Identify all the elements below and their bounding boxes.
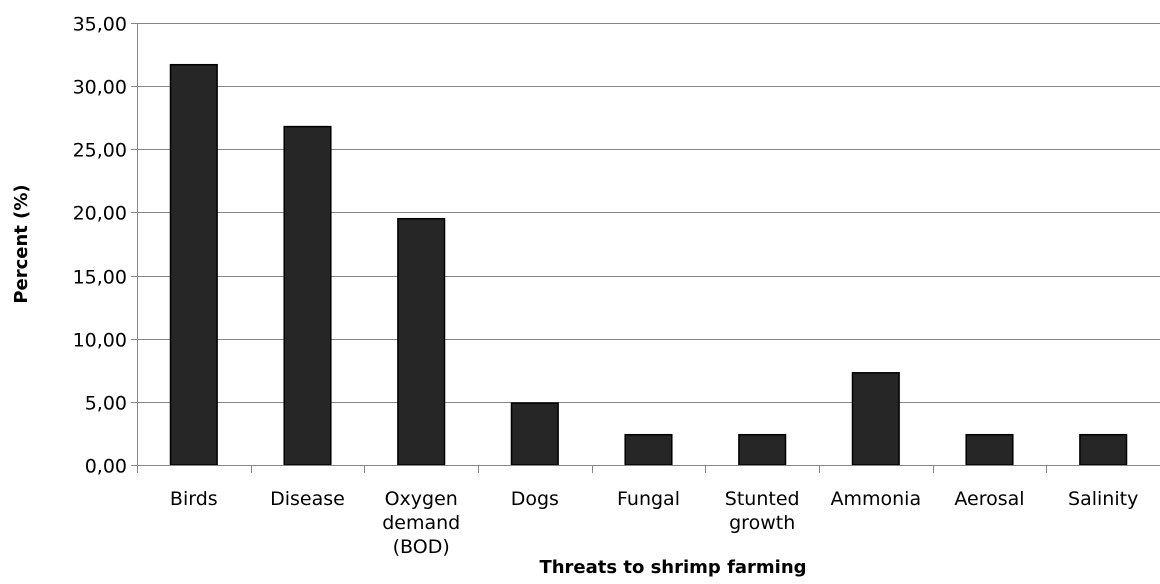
bar: [169, 63, 218, 466]
y-tick-label: 5,00: [85, 393, 127, 415]
x-tick-label: Birds: [170, 488, 218, 510]
bars: [169, 63, 1128, 466]
bar: [965, 433, 1014, 466]
y-axis-title: Percent (%): [11, 184, 32, 303]
y-tick-label: 20,00: [73, 203, 127, 225]
x-tick-label: Fungal: [617, 488, 680, 510]
y-tick-label: 15,00: [73, 267, 127, 289]
x-tick-label: Oxygen demand (BOD): [382, 488, 460, 558]
y-tick-label: 25,00: [73, 140, 127, 162]
bar: [851, 372, 900, 466]
x-tick-label: Ammonia: [830, 488, 921, 510]
axes: [131, 23, 1160, 473]
y-tick-label: 35,00: [73, 14, 127, 36]
x-tick-label: Aerosal: [954, 488, 1024, 510]
bar: [283, 125, 332, 466]
x-tick-label: Stunted growth: [725, 488, 800, 534]
bar: [1079, 433, 1128, 466]
y-tick-label: 0,00: [85, 456, 127, 478]
y-tick-label: 30,00: [73, 77, 127, 99]
x-axis-title: Threats to shrimp farming: [539, 557, 806, 578]
labels: 0,00 5,00 10,00 15,00 20,00 25,00 30,00 35,00 Bi…: [73, 14, 1139, 559]
bar: [738, 433, 787, 466]
x-tick-label: Dogs: [511, 488, 559, 510]
bar: [397, 217, 446, 466]
bar: [624, 433, 673, 466]
bar: [510, 402, 559, 466]
x-tick-label: Salinity: [1068, 488, 1138, 510]
x-tick-label: Disease: [270, 488, 345, 510]
y-tick-label: 10,00: [73, 330, 127, 352]
